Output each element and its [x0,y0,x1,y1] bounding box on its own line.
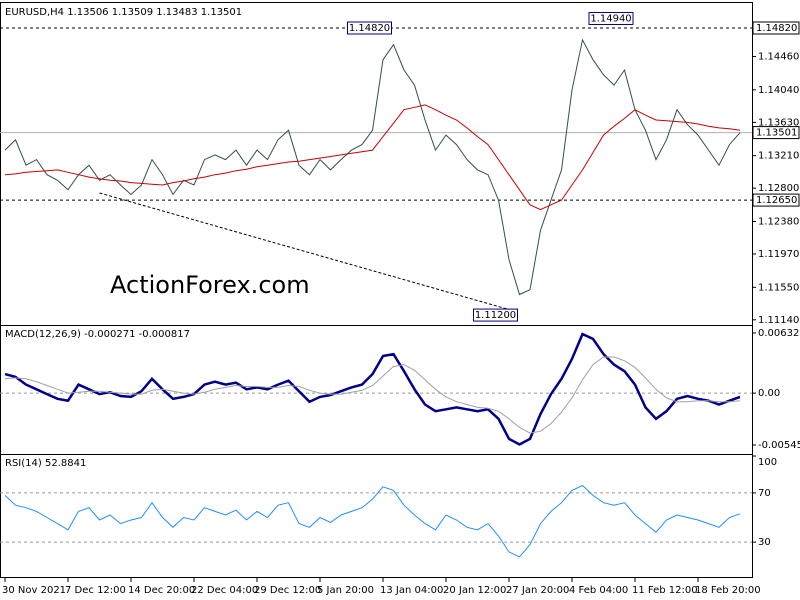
x-tick-label: 7 Dec 12:00 [65,585,126,596]
x-tick-label: 29 Dec 12:00 [254,585,321,596]
annotation-label: 1.14940 [590,13,631,24]
series-line [4,484,741,558]
x-tick-label: 30 Nov 2021 [2,585,66,596]
annotation-box [588,11,634,25]
y-tick-label: 0.00 [758,388,780,399]
panel-title: MACD(12,26,9) -0.000271 -0.000817 [5,329,190,340]
y-tick-label: 1.14040 [758,85,799,96]
series-line [4,38,741,296]
y-tick-label: 1.12800 [758,183,799,194]
x-tick-label: 4 Feb 04:00 [569,585,628,596]
y-tick-label: 70 [758,488,771,499]
y-tick-label: 1.12380 [758,216,799,227]
y-tick-label: 1.13630 [758,117,799,128]
y-tick-label: 1.11970 [758,249,799,260]
price-label-box [752,193,800,207]
x-tick-label: 22 Dec 04:00 [191,585,258,596]
y-tick-label: 100 [758,457,777,468]
annotation-label: 1.11200 [475,310,516,321]
series-line [4,356,741,434]
annotation-box [473,308,518,322]
y-tick-label: 0.00632 [758,328,799,339]
x-tick-label: 27 Jan 20:00 [506,585,569,596]
x-tick-label: 5 Jan 20:00 [317,585,374,596]
x-tick-label: 18 Feb 20:00 [695,585,761,596]
panel-title: RSI(14) 52.8841 [5,458,86,469]
price-label: 1.13501 [756,128,797,139]
y-tick-label: 1.11140 [758,315,799,326]
series-line [4,332,741,446]
trendline [99,192,510,310]
x-tick-label: 11 Feb 12:00 [632,585,698,596]
y-tick-label: 1.13210 [758,151,799,162]
y-tick-label: 30 [758,537,771,548]
price-label-box [752,21,800,35]
panel-title: EURUSD,H4 1.13506 1.13509 1.13483 1.1350… [5,7,242,18]
annotation-label: 1.14820 [349,23,390,34]
price-label: 1.12650 [756,195,797,206]
series-line [4,104,741,211]
x-tick-label: 14 Dec 20:00 [128,585,195,596]
y-tick-label: -0.005455 [758,440,800,451]
annotation-box [347,21,392,35]
y-tick-label: 1.11550 [758,282,799,293]
frame [0,2,753,578]
price-label: 1.14820 [756,23,797,34]
x-tick-label: 20 Jan 12:00 [443,585,506,596]
y-tick-label: 1.14460 [758,52,799,63]
x-tick-label: 13 Jan 04:00 [380,585,443,596]
watermark: ActionForex.com [110,271,310,299]
price-label-box [752,126,800,140]
